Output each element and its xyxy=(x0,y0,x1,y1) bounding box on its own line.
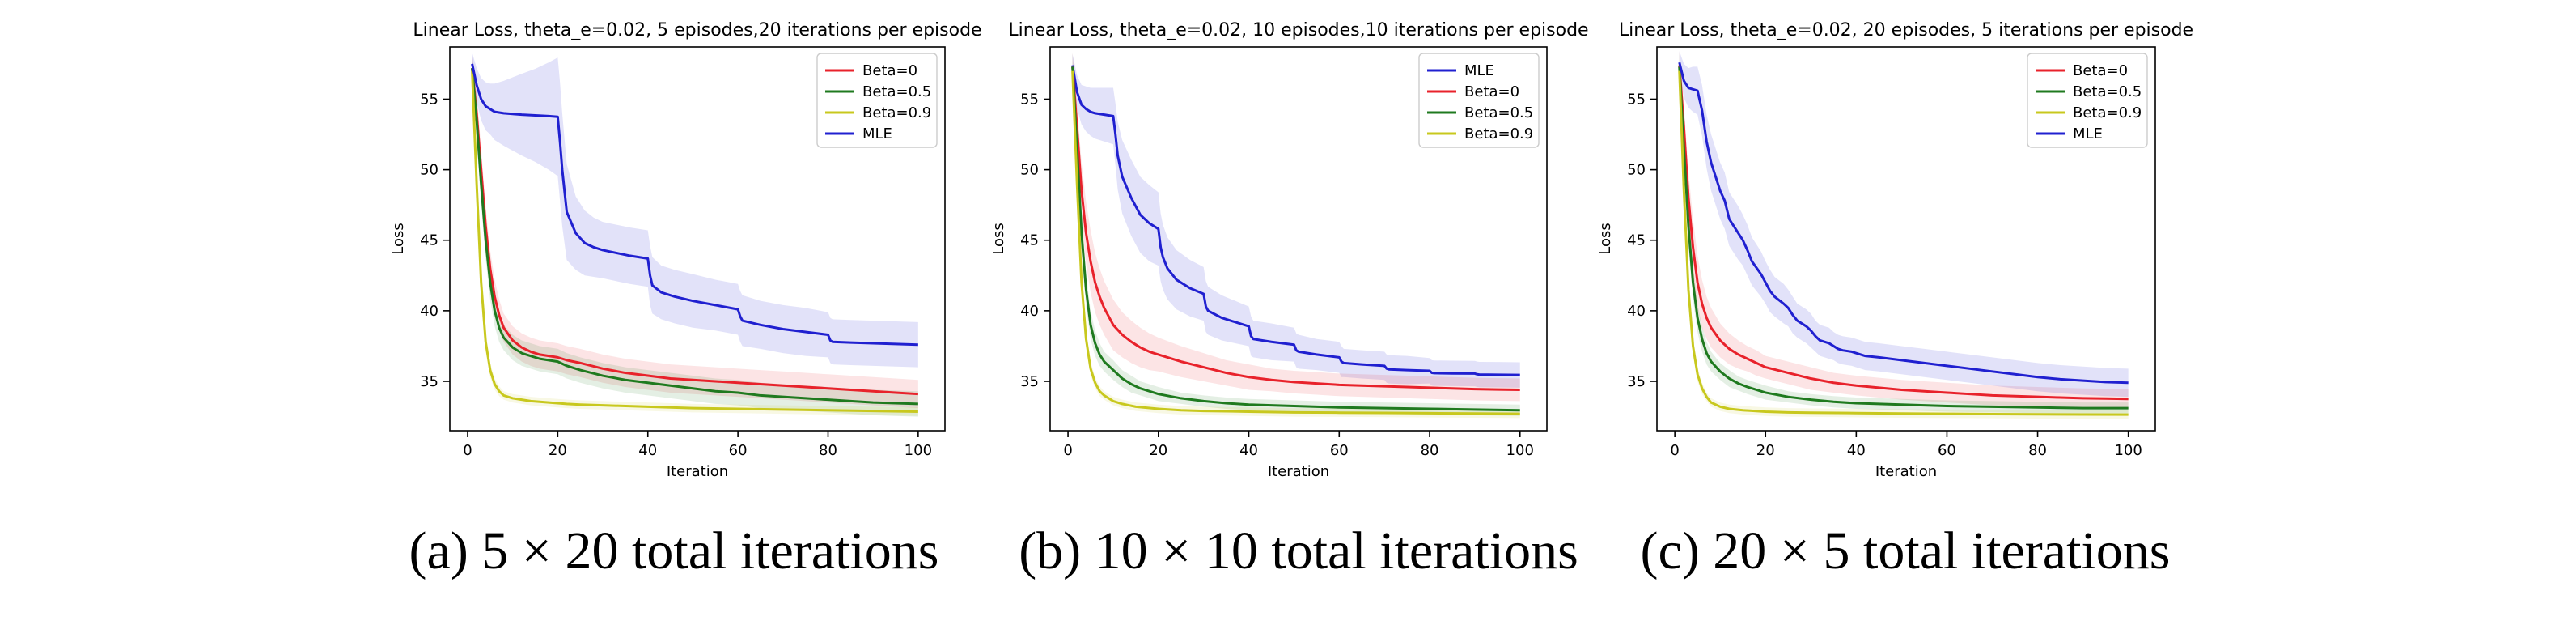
band-beta-0-5 xyxy=(1679,52,2129,415)
chart-title: Linear Loss, theta_e=0.02, 10 episodes,1… xyxy=(1008,20,1588,40)
x-tick-label: 100 xyxy=(1506,442,1534,459)
x-tick-label: 40 xyxy=(638,442,657,459)
x-tick-label: 40 xyxy=(1847,442,1866,459)
y-tick-label: 55 xyxy=(1020,91,1039,108)
x-tick-label: 20 xyxy=(1756,442,1775,459)
x-tick-label: 0 xyxy=(1063,442,1072,459)
subfigure-caption-a: (a) 5 × 20 total iterations xyxy=(409,521,939,580)
y-tick-label: 35 xyxy=(420,373,439,390)
x-tick-label: 0 xyxy=(1670,442,1679,459)
series-line-beta-0-5 xyxy=(471,68,918,406)
x-tick-label: 100 xyxy=(2114,442,2142,459)
legend-entry: Beta=0.9 xyxy=(862,104,931,121)
y-tick-label: 45 xyxy=(420,232,439,249)
legend-entry: Beta=0 xyxy=(2073,62,2128,79)
x-tick-label: 60 xyxy=(729,442,748,459)
plot-data xyxy=(1071,52,1520,419)
x-axis-label: Iteration xyxy=(1875,463,1937,480)
legend-entry: MLE xyxy=(862,125,892,142)
legend: Beta=0 Beta=0.5 Beta=0.9 MLE xyxy=(2027,53,2148,148)
plot-data xyxy=(471,52,918,417)
legend-entry: MLE xyxy=(1464,62,1494,79)
legend: MLE Beta=0 Beta=0.5 Beta=0.9 xyxy=(1418,53,1540,148)
y-tick-label: 50 xyxy=(420,162,439,179)
series-line-mle xyxy=(1678,62,2129,385)
series-line-beta-0 xyxy=(1071,66,1520,391)
y-axis-label: Loss xyxy=(390,223,407,254)
y-tick-label: 50 xyxy=(1020,162,1039,179)
legend-entry: Beta=0 xyxy=(1464,83,1519,100)
captions: (a) 5 × 20 total iterations (b) 10 × 10 t… xyxy=(409,521,2171,580)
legend-entry: Beta=0.5 xyxy=(2073,83,2142,100)
plot-frame xyxy=(1049,46,1548,432)
x-tick-label: 20 xyxy=(1149,442,1167,459)
y-tick-label: 40 xyxy=(1020,303,1039,320)
y-tick-label: 45 xyxy=(1627,232,1646,249)
x-axis-label: Iteration xyxy=(667,463,728,480)
legend-box xyxy=(2027,53,2148,148)
x-axis-label: Iteration xyxy=(1268,463,1329,480)
series-line-beta-0 xyxy=(1678,65,2129,401)
band-mle xyxy=(1072,53,1520,388)
series-line-mle xyxy=(1071,65,1520,376)
y-tick-label: 50 xyxy=(1627,162,1646,179)
series-line-mle xyxy=(471,63,918,347)
legend-entry: Beta=0.5 xyxy=(1464,104,1533,121)
y-axis-label: Loss xyxy=(1597,223,1614,254)
chart-title: Linear Loss, theta_e=0.02, 20 episodes, … xyxy=(1619,20,2193,40)
legend-entry: Beta=0.5 xyxy=(862,83,931,100)
y-tick-label: 45 xyxy=(1020,232,1039,249)
series-line-beta-0 xyxy=(471,67,918,396)
x-tick-label: 20 xyxy=(549,442,567,459)
x-tick-label: 0 xyxy=(463,442,472,459)
legend: Beta=0 Beta=0.5 Beta=0.9 MLE xyxy=(816,53,938,148)
y-tick-label: 35 xyxy=(1627,373,1646,390)
series-line-beta-0-9 xyxy=(1071,70,1520,415)
chart-title: Linear Loss, theta_e=0.02, 5 episodes,20… xyxy=(413,20,981,40)
legend-entry: Beta=0.9 xyxy=(1464,125,1533,142)
series-line-beta-0-9 xyxy=(1678,70,2129,416)
y-tick-label: 55 xyxy=(1627,91,1646,108)
y-tick-label: 40 xyxy=(420,303,439,320)
subfigure-caption-b: (b) 10 × 10 total iterations xyxy=(1019,521,1578,580)
subfigure-caption-c: (c) 20 × 5 total iterations xyxy=(1641,521,2171,580)
x-tick-label: 80 xyxy=(1421,442,1439,459)
y-tick-label: 55 xyxy=(420,91,439,108)
legend-entry: Beta=0.9 xyxy=(2073,104,2142,121)
y-axis-label: Loss xyxy=(990,223,1007,254)
legend-entry: MLE xyxy=(2073,125,2103,142)
x-tick-label: 80 xyxy=(2028,442,2047,459)
series-line-beta-0-9 xyxy=(471,70,918,413)
series-line-beta-0-5 xyxy=(1678,66,2129,410)
plot-frame xyxy=(1656,46,2156,432)
series-line-beta-0-5 xyxy=(1071,66,1520,412)
legend-box xyxy=(1418,53,1540,148)
chart-panel-1: 0 20 40 60 80 100 35 40 45 50 55 Linear Loss, theta… xyxy=(390,20,982,480)
band-mle xyxy=(1679,51,2129,398)
plot-data xyxy=(1678,51,2129,419)
x-tick-label: 80 xyxy=(819,442,837,459)
legend-box xyxy=(816,53,938,148)
x-tick-label: 60 xyxy=(1938,442,1956,459)
x-tick-label: 100 xyxy=(905,442,932,459)
chart-panel-3: 0 20 40 60 80 100 35 40 45 50 55 Linear Loss, theta… xyxy=(1597,20,2193,480)
plot-frame xyxy=(449,46,946,432)
x-tick-label: 40 xyxy=(1239,442,1258,459)
chart-panel-2: 0 20 40 60 80 100 35 40 45 50 55 Linear Loss, theta… xyxy=(990,20,1589,480)
legend-entry: Beta=0 xyxy=(862,62,917,79)
band-mle xyxy=(472,52,918,368)
x-tick-label: 60 xyxy=(1330,442,1349,459)
y-tick-label: 40 xyxy=(1627,303,1646,320)
band-beta-0-5 xyxy=(1072,52,1520,416)
y-tick-label: 35 xyxy=(1020,373,1039,390)
